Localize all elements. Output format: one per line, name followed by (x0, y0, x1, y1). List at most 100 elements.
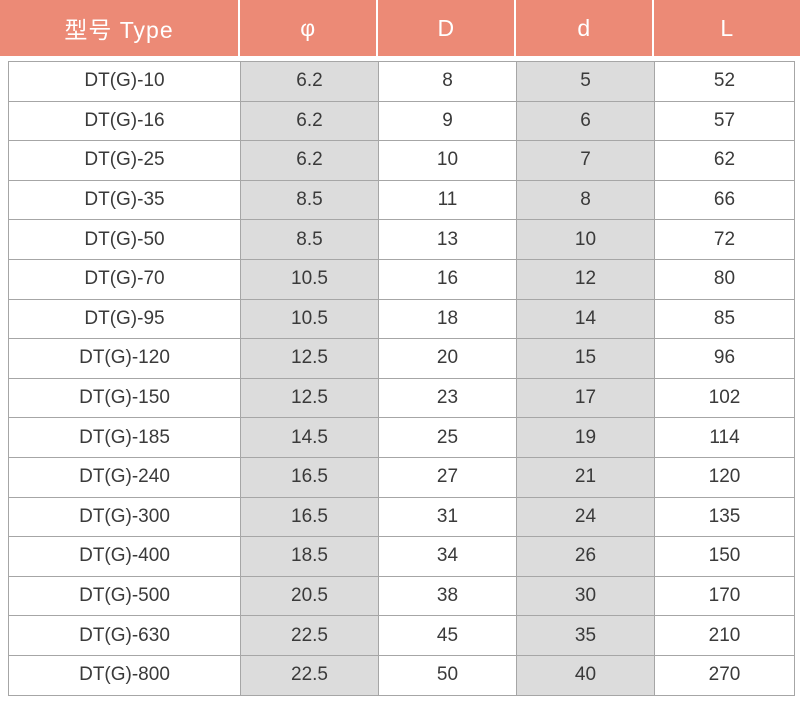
cell-type: DT(G)-25 (8, 140, 241, 181)
header-length: L (654, 0, 800, 56)
cell-length: 135 (654, 496, 795, 538)
cell-length: 270 (654, 654, 795, 696)
cell-phi: 10.5 (240, 258, 379, 300)
cell-inner-diameter: 5 (516, 61, 655, 102)
cell-outer-diameter: 18 (378, 298, 517, 340)
header-phi: φ (240, 0, 378, 56)
cell-length: 102 (654, 377, 795, 419)
cell-length: 80 (654, 258, 795, 300)
table-row: DT(G)-25 6.2 10 7 62 (8, 140, 795, 181)
cell-phi: 22.5 (240, 654, 379, 696)
cell-inner-diameter: 40 (516, 654, 655, 696)
cell-length: 62 (654, 140, 795, 181)
cell-outer-diameter: 16 (378, 258, 517, 300)
cell-inner-diameter: 7 (516, 140, 655, 181)
cell-length: 120 (654, 456, 795, 498)
cell-outer-diameter: 11 (378, 179, 517, 221)
cell-inner-diameter: 10 (516, 219, 655, 260)
cell-inner-diameter: 6 (516, 100, 655, 142)
cell-length: 114 (654, 417, 795, 458)
cell-inner-diameter: 17 (516, 377, 655, 419)
cell-length: 66 (654, 179, 795, 221)
cell-type: DT(G)-70 (8, 258, 241, 300)
cell-type: DT(G)-240 (8, 456, 241, 498)
cell-inner-diameter: 21 (516, 456, 655, 498)
cell-phi: 14.5 (240, 417, 379, 458)
cell-phi: 16.5 (240, 456, 379, 498)
cell-outer-diameter: 34 (378, 536, 517, 577)
table-row: DT(G)-400 18.5 34 26 150 (8, 536, 795, 577)
table-row: DT(G)-35 8.5 11 8 66 (8, 179, 795, 221)
cell-outer-diameter: 13 (378, 219, 517, 260)
cell-inner-diameter: 24 (516, 496, 655, 538)
header-type: 型号 Type (0, 0, 240, 56)
cell-phi: 18.5 (240, 536, 379, 577)
table-row: DT(G)-70 10.5 16 12 80 (8, 258, 795, 300)
header-inner-diameter: d (516, 0, 654, 56)
cell-outer-diameter: 10 (378, 140, 517, 181)
table-row: DT(G)-500 20.5 38 30 170 (8, 575, 795, 617)
cell-outer-diameter: 50 (378, 654, 517, 696)
spec-table-body: DT(G)-10 6.2 8 5 52 DT(G)-16 6.2 9 6 57 DT(G)-25 6.… (8, 61, 795, 696)
table-row: DT(G)-95 10.5 18 14 85 (8, 298, 795, 340)
table-row: DT(G)-150 12.5 23 17 102 (8, 377, 795, 419)
cell-type: DT(G)-400 (8, 536, 241, 577)
table-row: DT(G)-240 16.5 27 21 120 (8, 456, 795, 498)
cell-outer-diameter: 25 (378, 417, 517, 458)
table-row: DT(G)-50 8.5 13 10 72 (8, 219, 795, 260)
table-row: DT(G)-630 22.5 45 35 210 (8, 615, 795, 656)
cell-phi: 6.2 (240, 140, 379, 181)
cell-inner-diameter: 14 (516, 298, 655, 340)
table-row: DT(G)-10 6.2 8 5 52 (8, 61, 795, 102)
cell-inner-diameter: 30 (516, 575, 655, 617)
spec-table: DT(G)-10 6.2 8 5 52 DT(G)-16 6.2 9 6 57 DT(G)-25 6.… (8, 61, 795, 696)
cell-inner-diameter: 8 (516, 179, 655, 221)
cell-outer-diameter: 8 (378, 61, 517, 102)
table-row: DT(G)-120 12.5 20 15 96 (8, 338, 795, 379)
cell-length: 52 (654, 61, 795, 102)
cell-phi: 6.2 (240, 61, 379, 102)
cell-phi: 6.2 (240, 100, 379, 142)
cell-outer-diameter: 45 (378, 615, 517, 656)
table-row: DT(G)-16 6.2 9 6 57 (8, 100, 795, 142)
cell-phi: 20.5 (240, 575, 379, 617)
table-row: DT(G)-800 22.5 50 40 270 (8, 654, 795, 696)
cell-inner-diameter: 12 (516, 258, 655, 300)
cell-length: 72 (654, 219, 795, 260)
cell-type: DT(G)-10 (8, 61, 241, 102)
cell-type: DT(G)-16 (8, 100, 241, 142)
cell-type: DT(G)-300 (8, 496, 241, 538)
cell-outer-diameter: 20 (378, 338, 517, 379)
cell-type: DT(G)-150 (8, 377, 241, 419)
cell-phi: 8.5 (240, 219, 379, 260)
cell-phi: 8.5 (240, 179, 379, 221)
header-outer-diameter: D (378, 0, 516, 56)
cell-phi: 10.5 (240, 298, 379, 340)
cell-phi: 22.5 (240, 615, 379, 656)
cell-outer-diameter: 23 (378, 377, 517, 419)
cell-inner-diameter: 26 (516, 536, 655, 577)
cell-length: 96 (654, 338, 795, 379)
cell-outer-diameter: 38 (378, 575, 517, 617)
table-row: DT(G)-300 16.5 31 24 135 (8, 496, 795, 538)
cell-type: DT(G)-800 (8, 654, 241, 696)
cell-length: 150 (654, 536, 795, 577)
cell-type: DT(G)-95 (8, 298, 241, 340)
cell-phi: 12.5 (240, 377, 379, 419)
cell-inner-diameter: 35 (516, 615, 655, 656)
cell-length: 210 (654, 615, 795, 656)
cell-length: 57 (654, 100, 795, 142)
cell-length: 85 (654, 298, 795, 340)
cell-type: DT(G)-630 (8, 615, 241, 656)
cell-inner-diameter: 19 (516, 417, 655, 458)
cell-type: DT(G)-35 (8, 179, 241, 221)
cell-type: DT(G)-185 (8, 417, 241, 458)
cell-type: DT(G)-500 (8, 575, 241, 617)
cell-inner-diameter: 15 (516, 338, 655, 379)
cell-length: 170 (654, 575, 795, 617)
table-row: DT(G)-185 14.5 25 19 114 (8, 417, 795, 458)
cell-type: DT(G)-50 (8, 219, 241, 260)
cell-outer-diameter: 31 (378, 496, 517, 538)
table-header: 型号 Type φ D d L (0, 0, 800, 56)
cell-phi: 12.5 (240, 338, 379, 379)
